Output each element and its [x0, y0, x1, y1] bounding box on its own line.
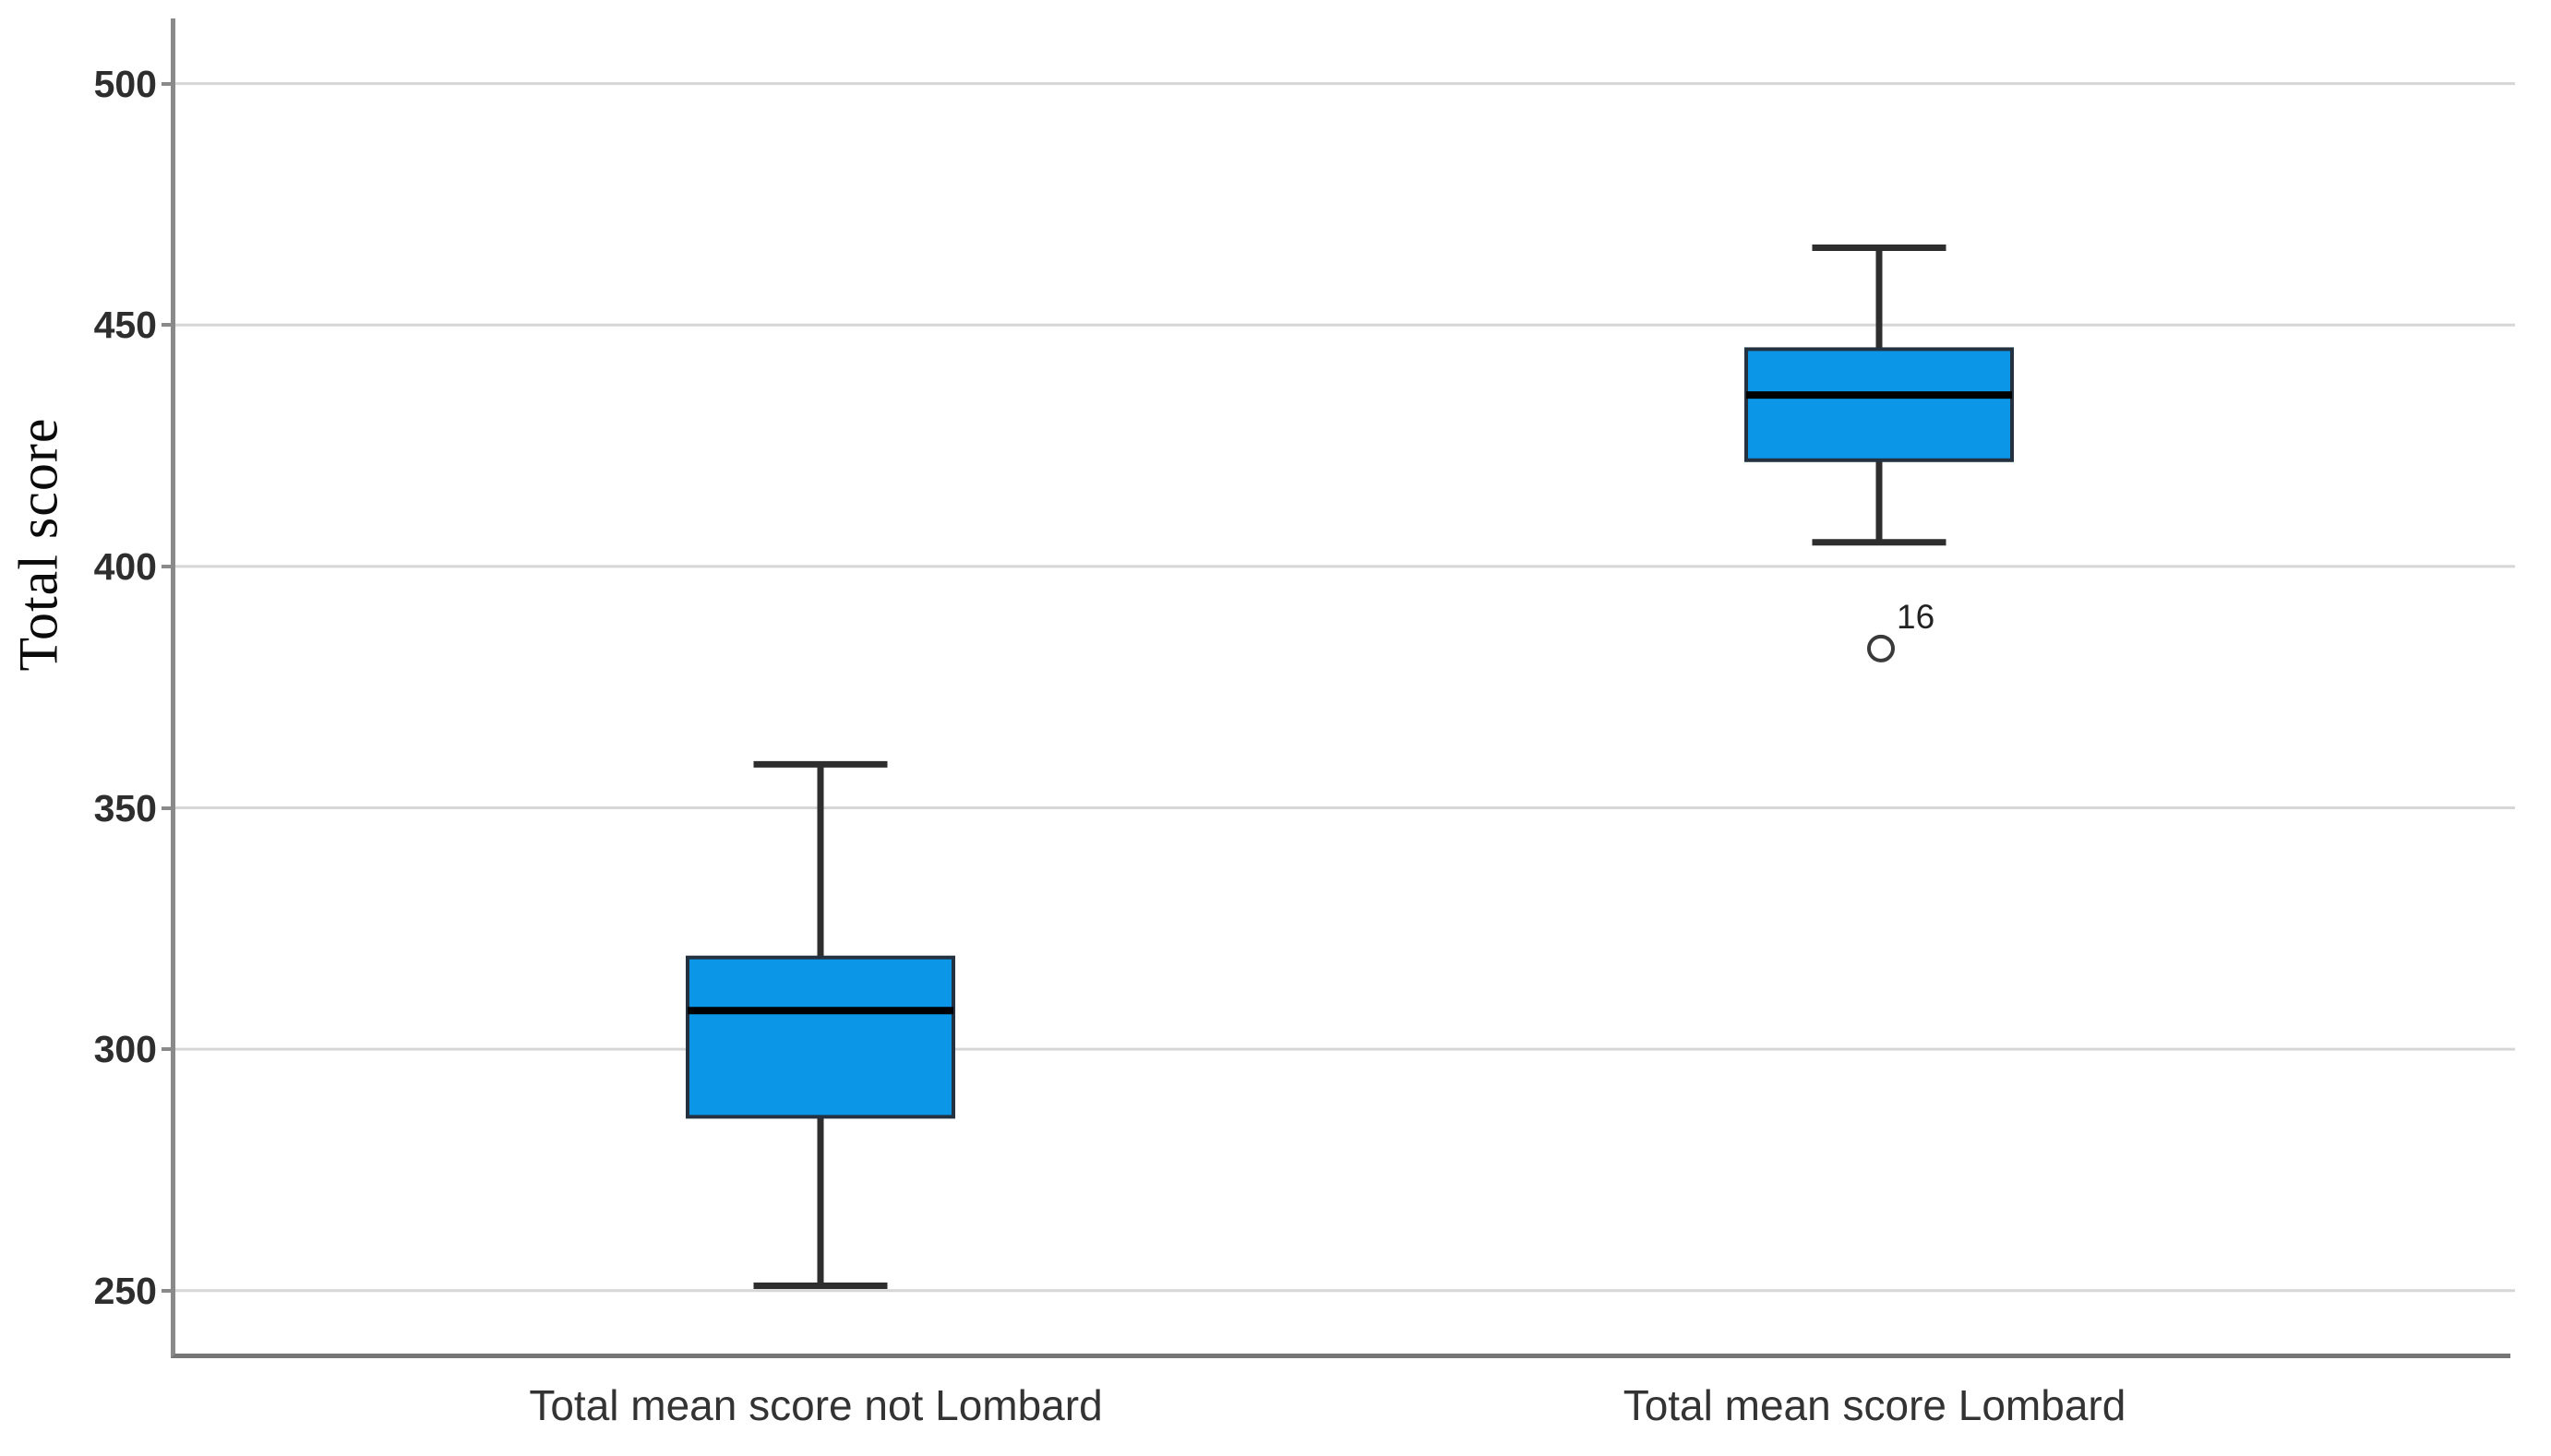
y-tick-label-300: 300 — [93, 1028, 157, 1071]
y-tick-mark — [162, 1047, 171, 1052]
y-tick-mark — [162, 806, 171, 810]
y-tick-label-350: 350 — [93, 786, 157, 829]
y-tick-mark — [162, 81, 171, 86]
y-tick-mark — [162, 564, 171, 568]
outlier-label: 16 — [1897, 598, 1934, 636]
box-group-0 — [686, 760, 955, 1290]
plot-area: 16 — [171, 18, 2515, 1358]
iqr-box — [1744, 347, 2014, 462]
box-group-1: 16 — [1744, 245, 2014, 662]
x-axis-label-1: Total mean score Lombard — [1623, 1381, 2126, 1429]
y-tick-label-500: 500 — [93, 62, 157, 105]
y-axis-title: Total score — [7, 417, 69, 672]
outlier-point — [1867, 634, 1895, 662]
x-axis-label-0: Total mean score not Lombard — [529, 1381, 1103, 1429]
boxplot-canvas: 16 — [175, 82, 2515, 1293]
iqr-box — [686, 955, 955, 1119]
y-tick-mark — [162, 323, 171, 328]
y-tick-mark — [162, 1288, 171, 1293]
y-tick-label-250: 250 — [93, 1269, 157, 1312]
y-tick-label-400: 400 — [93, 544, 157, 588]
y-tick-label-450: 450 — [93, 304, 157, 347]
